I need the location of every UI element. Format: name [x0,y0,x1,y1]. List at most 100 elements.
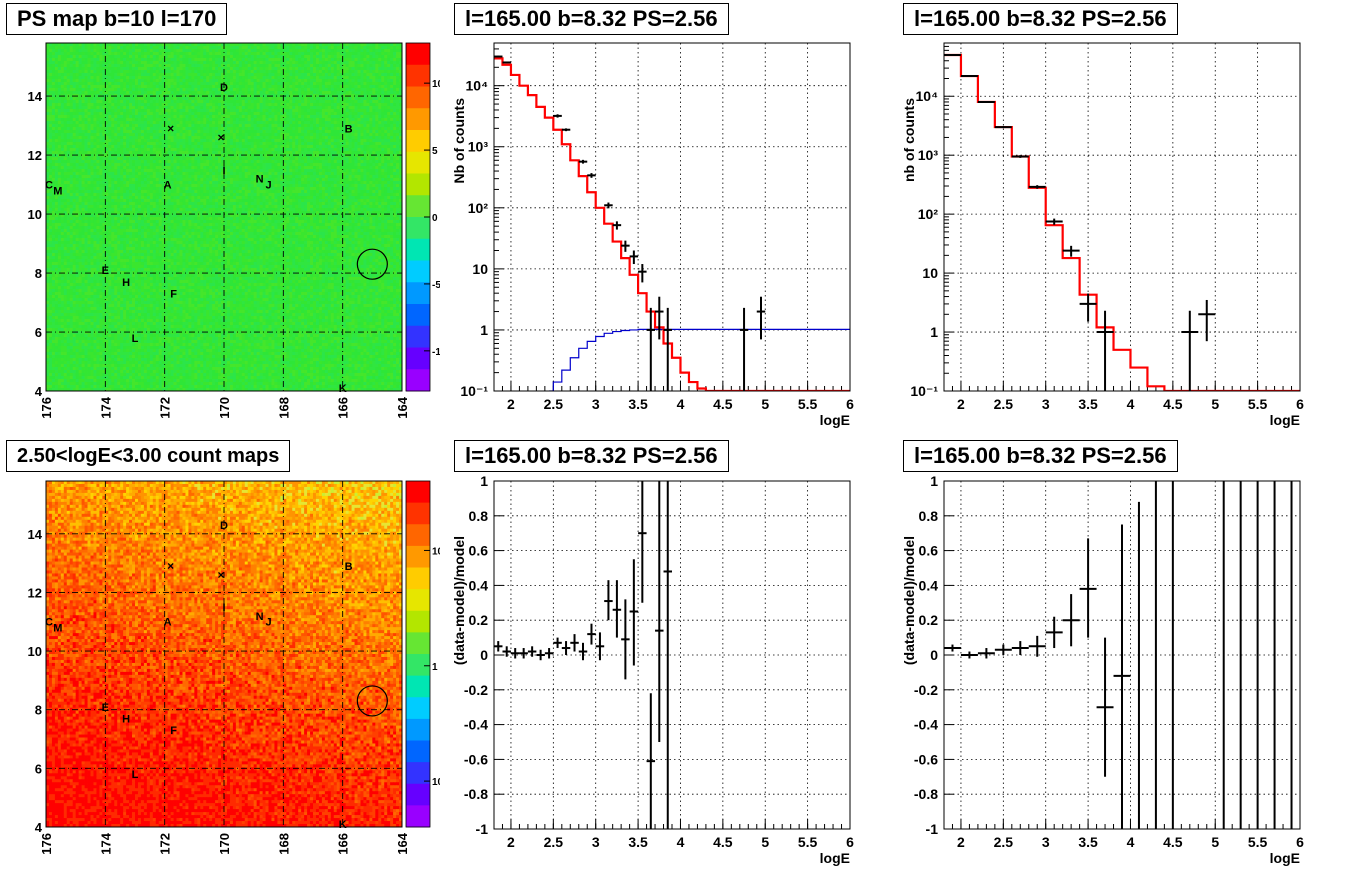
y-tick-label-0: 4 [35,384,43,399]
colorbar-band-11 [406,719,430,741]
colorbar-band-3 [406,546,430,568]
y-tick-label-5: 14 [28,527,43,542]
y-tick-label-1: 1 [480,322,488,338]
source-label-I: I [222,165,225,177]
y-tick-label-0: -1 [926,821,939,837]
colorbar-band-11 [406,282,430,304]
source-label-E: E [102,265,109,277]
colorbar-band-7 [406,632,430,654]
y-tick-label-3: 10² [918,206,939,222]
x-tick-label-0: 2 [957,396,965,412]
x-tick-label-5: 4.5 [1163,396,1183,412]
x-tick-label-2: 172 [158,833,173,855]
x-tick-label-4: 4 [1127,834,1135,850]
colorbar-band-9 [406,676,430,698]
y-tick-label-1: 1 [930,324,938,340]
y-axis-label: (data-model)/model [901,536,917,665]
y-tick-label-4: 12 [28,148,42,163]
colorbar-label-2: 0 [432,213,438,224]
x-tick-label-0: 2 [507,834,515,850]
ps-model-line [549,329,850,391]
y-tick-label-4: 12 [28,585,42,600]
x-tick-label-3: 170 [217,397,232,419]
x-tick-label-1: 2.5 [544,834,564,850]
y-tick-label-5: 10⁴ [916,88,939,104]
ps-map-title: PS map b=10 l=170 [6,3,227,35]
x-tick-label-2: 3 [592,396,600,412]
source-label-K: K [339,819,347,831]
x-tick-label-7: 5.5 [798,834,818,850]
y-axis-label: Nb of counts [451,98,467,184]
source-label-H: H [122,714,130,726]
y-tick-label-3: -0.4 [464,717,488,733]
source-label-J: J [265,617,271,629]
x-tick-label-5: 4.5 [713,396,733,412]
source-label-K: K [339,383,347,395]
spectrum-left-title: l=165.00 b=8.32 PS=2.56 [454,3,729,35]
x-axis-label: logE [820,412,850,428]
y-tick-label-2: 10 [472,261,488,277]
plot-frame [494,43,850,391]
cross-marker-1: × [218,130,225,144]
x-tick-label-1: 2.5 [544,396,564,412]
y-tick-label-8: 0.6 [919,543,939,559]
y-tick-label-8: 0.6 [469,543,489,559]
colorbar-label-1: 1 [432,662,438,673]
plot-area [494,56,850,391]
plot-area [944,481,1292,829]
y-tick-label-1: 6 [35,761,42,776]
y-tick-label-1: -0.8 [914,786,938,802]
x-tick-label-3: 3.5 [628,396,648,412]
plot-frame [944,43,1300,391]
plot-area [494,481,672,829]
source-label-A: A [164,617,172,629]
x-tick-label-3: 170 [217,833,232,855]
y-tick-label-2: 8 [35,703,42,718]
y-tick-label-4: 10³ [468,139,489,155]
x-axis-label: logE [1270,850,1300,866]
y-tick-label-6: 0.2 [469,612,489,628]
y-tick-label-7: 0.4 [919,577,939,593]
x-tick-label-8: 6 [846,834,854,850]
colorbar-band-12 [406,741,430,763]
cross-marker-1: × [218,568,225,582]
y-tick-label-5: 0 [930,647,938,663]
colorbar-band-1 [406,503,430,525]
residual-left-title: l=165.00 b=8.32 PS=2.56 [454,440,729,472]
x-tick-label-6: 164 [395,832,410,854]
cross-marker-0: × [167,559,174,573]
y-tick-label-4: 10³ [918,147,939,163]
y-tick-label-2: -0.6 [914,751,938,767]
y-tick-label-3: 10 [28,644,42,659]
colorbar-band-2 [406,524,430,546]
colorbar-band-4 [406,568,430,590]
colorbar-band-4 [406,130,430,152]
source-label-H: H [122,277,130,289]
colorbar-band-9 [406,239,430,261]
colorbar-band-3 [406,108,430,130]
x-tick-label-1: 174 [98,396,113,418]
x-tick-label-0: 176 [39,833,54,855]
x-tick-label-6: 5 [1211,834,1219,850]
source-label-I: I [222,602,225,614]
source-label-M: M [53,185,62,197]
y-tick-label-10: 1 [480,473,488,489]
source-label-L: L [132,769,139,781]
x-tick-label-6: 5 [1211,396,1219,412]
y-tick-label-3: 10 [28,207,42,222]
model-line [944,55,1300,391]
colorbar-band-5 [406,589,430,611]
x-tick-label-7: 5.5 [1248,396,1268,412]
x-tick-label-0: 2 [507,396,515,412]
x-tick-label-8: 6 [1296,396,1304,412]
y-tick-label-6: 0.2 [919,612,939,628]
model-line [494,58,850,391]
x-tick-label-4: 4 [1127,396,1135,412]
y-tick-label-3: -0.4 [914,717,938,733]
x-tick-label-7: 5.5 [798,396,818,412]
